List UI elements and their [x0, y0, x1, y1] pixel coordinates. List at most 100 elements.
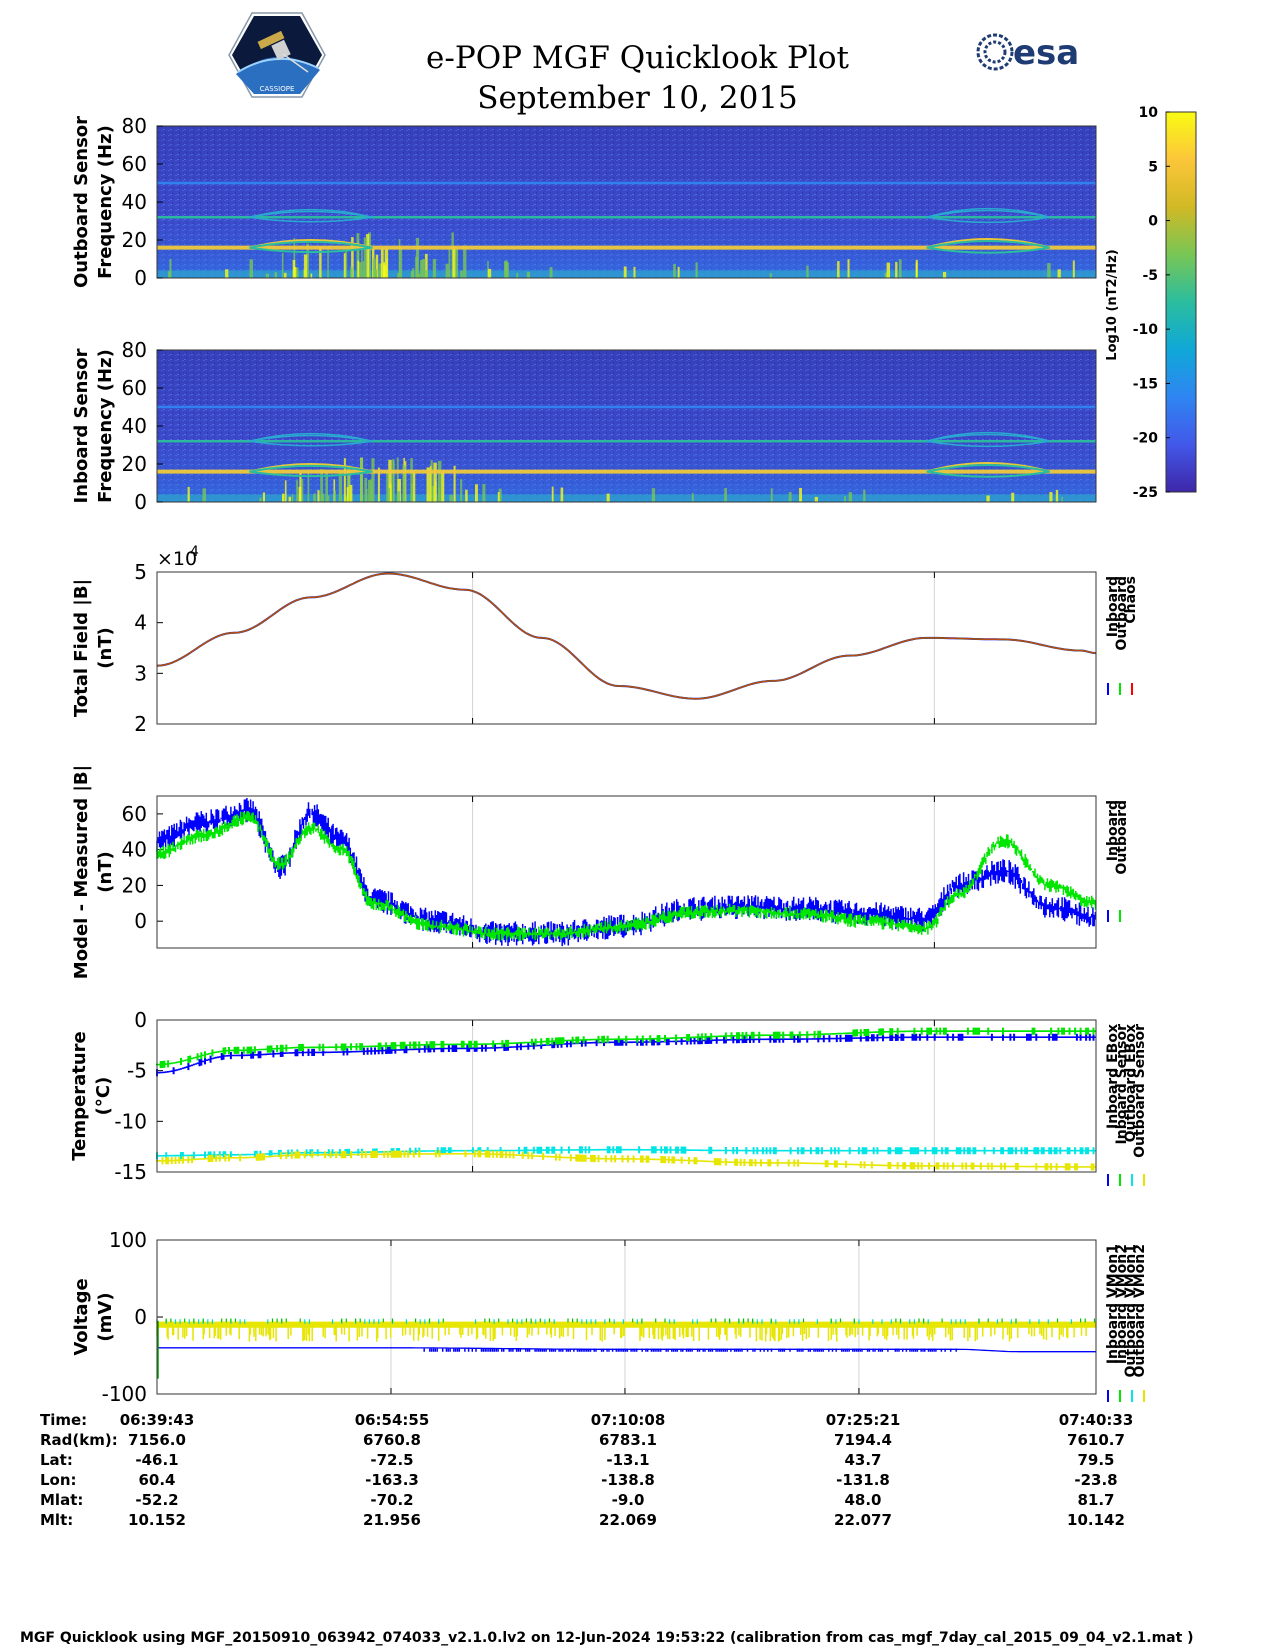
broadband-burst	[397, 478, 401, 502]
broadband-burst	[441, 470, 445, 502]
broadband-burst	[259, 497, 262, 502]
ephemeris-row-label: Time:	[40, 1411, 87, 1429]
broadband-burst	[429, 465, 432, 502]
broadband-burst	[1047, 263, 1051, 278]
ephemeris-value: 06:39:43	[120, 1411, 195, 1429]
broadband-burst	[380, 248, 384, 278]
broadband-burst	[378, 263, 383, 278]
ephemeris-value: 07:40:33	[1059, 1411, 1134, 1429]
broadband-burst	[397, 491, 401, 502]
split-mode-curve	[249, 464, 373, 473]
broadband-burst	[487, 268, 492, 278]
ephemeris-value: -46.1	[135, 1451, 178, 1469]
y-tick-label: 40	[122, 190, 147, 214]
y-axis-label-line: (°C)	[93, 1077, 114, 1116]
y-axis-label-line: Model - Measured |B|	[71, 765, 92, 979]
inboard-spectrogram-panel: 80 60 40 20 0 Inboard Sensor Frequency (Hz)	[71, 338, 1097, 514]
broadband-burst	[677, 266, 680, 278]
legend-entry: Outboard VMon1	[1123, 1244, 1139, 1378]
y-tick-label: 0	[134, 1305, 147, 1329]
ephemeris-value: 48.0	[844, 1491, 881, 1509]
y-axis-label-line: Frequency (Hz)	[95, 125, 116, 279]
ephemeris-value: 22.077	[834, 1511, 892, 1529]
broadband-burst	[454, 247, 459, 278]
footer-note: MGF Quicklook using MGF_20150910_063942_…	[20, 1630, 1194, 1646]
colorbar-tick-label: 10	[1139, 105, 1159, 121]
ephemeris-row-label: Lat:	[40, 1451, 73, 1469]
broadband-burst	[606, 493, 610, 502]
broadband-burst	[551, 486, 554, 502]
y-axis-label: Model - Measured |B| (nT)	[71, 765, 116, 979]
y-axis-label: Temperature (°C)	[69, 1031, 114, 1160]
broadband-burst	[482, 483, 486, 502]
ephemeris-value: 07:10:08	[591, 1411, 666, 1429]
broadband-burst	[430, 460, 433, 502]
broadband-burst	[1072, 260, 1075, 278]
broadband-burst	[433, 462, 437, 502]
broadband-burst	[262, 492, 266, 502]
broadband-burst	[364, 477, 367, 502]
broadband-burst	[432, 259, 437, 278]
legend-entry: Outboard Sensor	[1132, 1024, 1148, 1158]
split-mode-curve	[926, 433, 1050, 442]
y-axis-label-line: Outboard Sensor	[71, 116, 92, 288]
inboard-vmon1-trace	[157, 1347, 1096, 1353]
split-mode-curve	[926, 209, 1050, 218]
broadband-burst	[899, 259, 902, 278]
broadband-burst	[357, 240, 360, 278]
legend-entry: Inboard Sensor	[1114, 1024, 1130, 1145]
panel-frame	[156, 571, 1097, 725]
broadband-burst	[367, 479, 372, 502]
broadband-burst	[453, 465, 456, 502]
y-tick-label: 40	[122, 414, 147, 438]
broadband-burst	[673, 263, 676, 278]
broadband-burst	[526, 271, 530, 278]
ephemeris-value: 22.069	[599, 1511, 657, 1529]
broadband-burst	[374, 269, 378, 278]
cassiope-mission-logo: CASSIOPE	[228, 12, 326, 98]
ephemeris-value: 7610.7	[1067, 1431, 1125, 1449]
y-tick-label: 0	[134, 266, 147, 290]
y-tick-label: -5	[127, 1059, 147, 1083]
split-mode-curve	[249, 434, 373, 442]
broadband-burst	[437, 460, 442, 502]
broadband-burst	[402, 465, 406, 502]
broadband-burst	[333, 479, 336, 502]
esa-logo: esa	[976, 33, 1079, 73]
broadband-burst	[425, 270, 429, 278]
legend-entry: Outboard EBox	[1123, 1024, 1139, 1142]
broadband-burst	[1055, 489, 1059, 502]
broadband-burst	[424, 253, 428, 278]
broadband-burst	[516, 272, 519, 278]
ephemeris-value: 6783.1	[599, 1431, 657, 1449]
broadband-burst	[293, 267, 297, 278]
broadband-burst	[695, 262, 698, 278]
y-tick-label: 0	[134, 490, 147, 514]
broadband-burst	[415, 256, 418, 278]
broadband-burst	[886, 262, 891, 278]
broadband-burst	[343, 458, 346, 502]
broadband-burst	[463, 245, 467, 278]
colorbar-tick-label: -15	[1133, 376, 1158, 392]
y-axis-label: Total Field |B| (nT)	[71, 579, 116, 717]
broadband-burst	[449, 494, 453, 502]
broadband-burst	[291, 494, 294, 502]
y-tick-label: 3	[134, 661, 147, 685]
broadband-burst	[313, 493, 316, 502]
ephemeris-table: Time: Rad(km): Lat: Lon: Mlat: Mlt: 06:39:43 71…	[40, 1411, 1133, 1529]
broadband-burst	[351, 237, 354, 278]
legend-entry: Inboard EBox	[1105, 1024, 1121, 1129]
broadband-burst	[167, 271, 171, 278]
legend-entry: Inboard VMon2	[1114, 1244, 1130, 1364]
y-tick-label: 4	[134, 611, 147, 635]
y-tick-label: -10	[114, 1109, 147, 1133]
y-tick-label: 0	[134, 909, 147, 933]
broadband-burst	[475, 484, 478, 502]
y-exponent-power: 4	[190, 544, 199, 560]
broadband-burst	[1057, 269, 1061, 278]
broadband-burst	[814, 496, 818, 502]
broadband-burst	[187, 486, 190, 502]
ephemeris-row-label: Mlt:	[40, 1511, 73, 1529]
colorbar-bar	[1165, 111, 1197, 493]
